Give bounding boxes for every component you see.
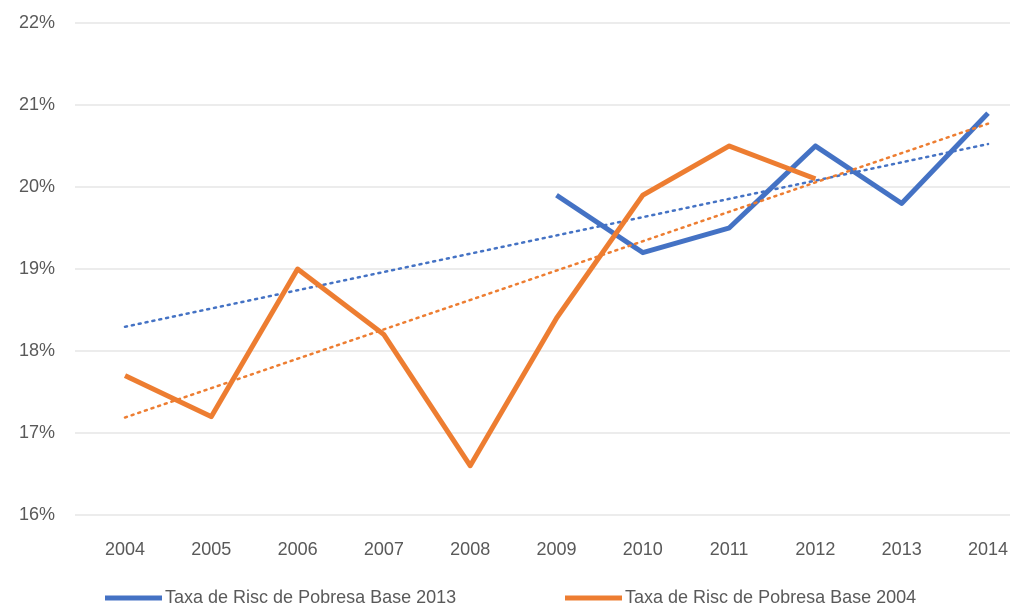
x-tick-label: 2009 (536, 539, 576, 559)
y-tick-label: 21% (19, 94, 55, 114)
trendline (123, 122, 990, 419)
y-tick-label: 17% (19, 422, 55, 442)
x-tick-label: 2012 (795, 539, 835, 559)
y-tick-label: 16% (19, 504, 55, 524)
x-tick-label: 2006 (278, 539, 318, 559)
x-tick-label: 2013 (882, 539, 922, 559)
y-tick-label: 22% (19, 12, 55, 32)
x-tick-label: 2010 (623, 539, 663, 559)
x-tick-label: 2004 (105, 539, 145, 559)
series-line (123, 143, 817, 469)
x-tick-label: 2008 (450, 539, 490, 559)
legend-label: Taxa de Risc de Pobresa Base 2004 (625, 587, 916, 607)
x-tick-label: 2005 (191, 539, 231, 559)
legend-label: Taxa de Risc de Pobresa Base 2013 (165, 587, 456, 607)
trendline (123, 142, 990, 329)
y-tick-label: 19% (19, 258, 55, 278)
x-tick-label: 2014 (968, 539, 1008, 559)
y-tick-label: 20% (19, 176, 55, 196)
series-line (555, 111, 990, 256)
x-tick-label: 2011 (710, 539, 749, 559)
y-tick-label: 18% (19, 340, 55, 360)
x-tick-label: 2007 (364, 539, 404, 559)
